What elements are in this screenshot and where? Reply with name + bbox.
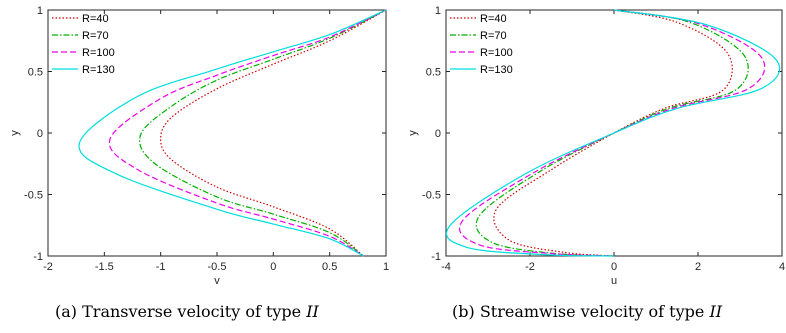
x-tick-label: 1 bbox=[383, 261, 389, 273]
legend-label: R=70 bbox=[82, 30, 109, 42]
caption-a-text: Transverse velocity of type bbox=[82, 302, 302, 321]
y-tick-label: 0.5 bbox=[28, 67, 43, 79]
x-tick-label: -0.5 bbox=[208, 261, 227, 273]
caption-b-label: (b) bbox=[452, 302, 475, 321]
x-tick-label: 0 bbox=[611, 261, 617, 273]
legend-label: R=100 bbox=[82, 47, 115, 59]
caption-b: (b) Streamwise velocity of type II bbox=[452, 302, 722, 321]
chart-panel-b: -4 -2 0 2 4 -1 -0.5 0 0.5 1 u y R=40 R=70 R=100 R=130 bbox=[407, 5, 785, 287]
series-line-R=130 bbox=[78, 9, 387, 257]
caption-a: (a) Transverse velocity of type II bbox=[55, 302, 319, 321]
x-tick-label: 2 bbox=[695, 261, 701, 273]
x-axis-label: v bbox=[214, 275, 220, 287]
caption-b-text: Streamwise velocity of type bbox=[479, 302, 705, 321]
chart-panel-a: -2 -1.5 -1 -0.5 0 0.5 1 -1 -0.5 0 0.5 1 v y R=40 R=70 R=… bbox=[9, 5, 389, 287]
x-axis-label: u bbox=[611, 275, 617, 287]
legend-label: R=40 bbox=[480, 13, 507, 25]
y-tick-label: -0.5 bbox=[422, 190, 441, 202]
y-tick-label: 0.5 bbox=[426, 67, 441, 79]
caption-a-label: (a) bbox=[55, 302, 78, 321]
plot-area bbox=[47, 9, 387, 257]
series-line-R=130 bbox=[445, 9, 781, 257]
caption-a-math: II bbox=[306, 302, 319, 321]
y-tick-label: -1 bbox=[431, 251, 441, 263]
x-tick-label: -1.5 bbox=[95, 261, 114, 273]
caption-b-math: II bbox=[709, 302, 723, 321]
legend-label: R=70 bbox=[480, 30, 507, 42]
legend-label: R=130 bbox=[82, 64, 115, 76]
x-tick-label: 0.5 bbox=[322, 261, 337, 273]
legend-label: R=100 bbox=[480, 47, 513, 59]
figure: -2 -1.5 -1 -0.5 0 0.5 1 -1 -0.5 0 0.5 1 v y R=40 R=70 R=… bbox=[9, 5, 785, 287]
legend-label: R=130 bbox=[480, 64, 513, 76]
series-line-R=100 bbox=[108, 9, 387, 257]
x-tick-label: 0 bbox=[270, 261, 276, 273]
series-line-R=70 bbox=[139, 9, 387, 257]
y-tick-label: 1 bbox=[37, 5, 43, 17]
x-tick-label: -4 bbox=[441, 261, 451, 273]
x-tick-label: -2 bbox=[525, 261, 535, 273]
y-axis-label: y bbox=[407, 130, 419, 136]
y-tick-label: 0 bbox=[37, 128, 43, 140]
x-tick-label: 4 bbox=[779, 261, 785, 273]
y-tick-label: -0.5 bbox=[24, 190, 43, 202]
y-tick-label: 0 bbox=[435, 128, 441, 140]
x-tick-label: -1 bbox=[156, 261, 166, 273]
legend-label: R=40 bbox=[82, 13, 109, 25]
y-tick-label: -1 bbox=[33, 251, 43, 263]
x-tick-label: -2 bbox=[43, 261, 53, 273]
series-line-R=40 bbox=[493, 9, 733, 257]
y-tick-label: 1 bbox=[435, 5, 441, 17]
y-axis-label: y bbox=[9, 130, 21, 136]
